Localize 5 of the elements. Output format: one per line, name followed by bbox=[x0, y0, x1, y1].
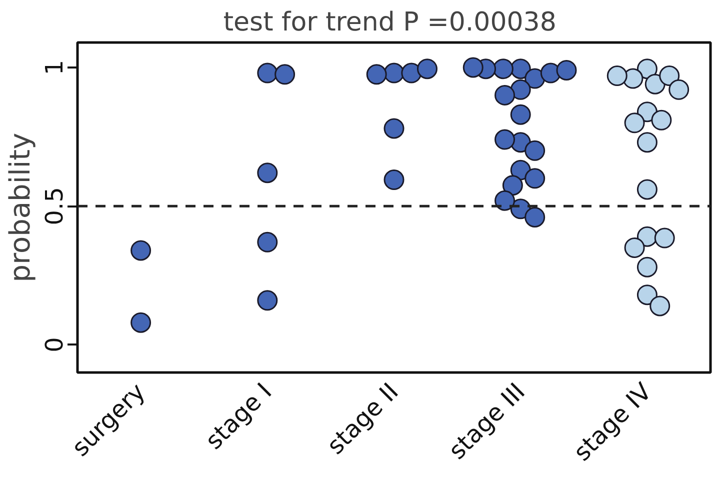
chart-title: test for trend P =0.00038 bbox=[223, 8, 556, 38]
y-tick-label: 0 bbox=[40, 337, 68, 352]
y-tick-label: 1 bbox=[40, 60, 68, 76]
y-axis-title: probability bbox=[4, 132, 36, 282]
y-tick-label: 0.5 bbox=[40, 187, 68, 226]
